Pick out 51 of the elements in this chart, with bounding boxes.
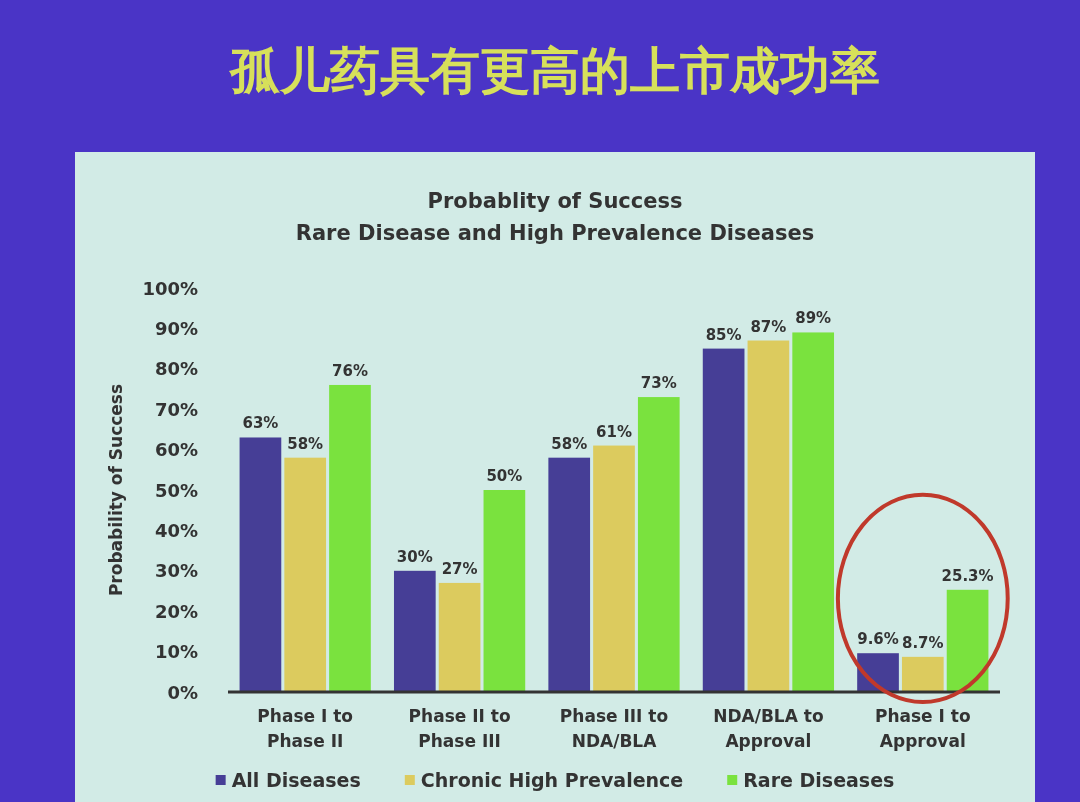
x-tick-label: Phase III to NDA/BLA xyxy=(559,706,669,751)
y-tick-label: 90% xyxy=(154,317,198,339)
data-label: 30% xyxy=(396,547,433,566)
bar xyxy=(901,656,944,692)
data-label: 58% xyxy=(551,434,588,453)
y-tick-label: 70% xyxy=(154,398,198,420)
legend-label: Chronic High Prevalence xyxy=(420,769,684,791)
data-label: 9.6% xyxy=(857,630,899,649)
bar xyxy=(393,570,436,692)
data-label: 8.7% xyxy=(902,633,944,652)
bar xyxy=(792,332,835,692)
bar xyxy=(239,437,282,692)
bar xyxy=(593,445,635,692)
y-tick-label: 30% xyxy=(154,560,198,582)
y-tick-label: 60% xyxy=(154,439,198,461)
chart-title: 孤儿药具有更高的上市成功率 xyxy=(228,42,880,100)
bar xyxy=(329,384,371,692)
bar xyxy=(637,397,680,692)
bar xyxy=(438,582,481,692)
legend-label: All Diseases xyxy=(231,769,361,791)
data-label: 25.3% xyxy=(941,566,994,585)
y-axis-title: Probability of Success xyxy=(106,383,126,597)
y-tick-label: 40% xyxy=(154,519,198,541)
x-tick-label: NDA/BLA to Approval xyxy=(713,706,824,751)
bar xyxy=(548,457,591,692)
bar xyxy=(702,348,745,692)
data-label: 63% xyxy=(242,414,279,433)
y-tick-label: 20% xyxy=(154,600,198,622)
bar xyxy=(946,589,989,692)
data-label: 50% xyxy=(486,467,523,485)
bar xyxy=(483,490,526,692)
data-label: 58% xyxy=(287,434,324,453)
x-tick-label: Phase II to Phase III xyxy=(408,706,511,751)
data-label: 27% xyxy=(441,559,478,578)
x-tick-label: Phase I to Phase II xyxy=(257,706,354,751)
data-label: 87% xyxy=(750,317,787,336)
x-tick-label: Phase I to Approval xyxy=(874,706,971,751)
y-tick-label: 50% xyxy=(154,479,198,501)
bar xyxy=(747,340,790,692)
data-label: 76% xyxy=(332,361,368,380)
bar xyxy=(284,457,327,692)
chart-subtitle: Probablity of Success Rare Disease and High Prevalence Diseases xyxy=(295,189,815,245)
y-tick-label: 80% xyxy=(154,358,198,380)
data-label: 73% xyxy=(640,374,677,393)
data-label: 61% xyxy=(596,422,632,441)
legend-label: Rare Diseases xyxy=(743,769,895,791)
y-tick-label: 10% xyxy=(154,641,198,663)
data-label: 85% xyxy=(705,325,742,344)
data-label: 89% xyxy=(795,309,832,328)
y-tick-label: 0% xyxy=(167,681,198,703)
y-tick-label: 100% xyxy=(142,277,198,299)
